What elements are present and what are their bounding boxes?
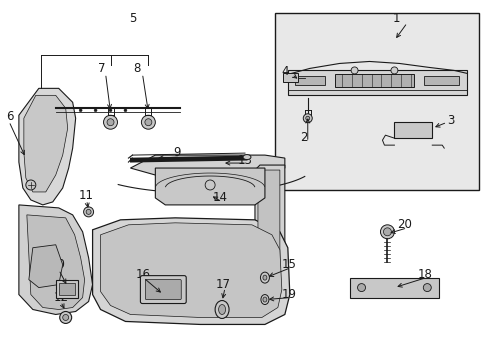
Bar xyxy=(59,283,75,294)
Polygon shape xyxy=(27,215,84,310)
Polygon shape xyxy=(101,223,281,318)
Polygon shape xyxy=(19,88,76,205)
Text: 13: 13 xyxy=(238,154,252,167)
Circle shape xyxy=(107,119,114,126)
Text: 9: 9 xyxy=(173,145,181,159)
Text: 17: 17 xyxy=(216,278,231,291)
Text: 15: 15 xyxy=(281,258,296,271)
Polygon shape xyxy=(19,205,92,315)
Circle shape xyxy=(350,67,357,74)
Text: 5: 5 xyxy=(129,12,137,25)
Ellipse shape xyxy=(260,272,269,283)
Text: 11: 11 xyxy=(79,189,93,202)
Polygon shape xyxy=(130,155,285,175)
Circle shape xyxy=(103,115,117,129)
Ellipse shape xyxy=(261,294,268,305)
Circle shape xyxy=(26,180,36,190)
Polygon shape xyxy=(155,168,264,205)
Circle shape xyxy=(141,115,155,129)
Circle shape xyxy=(83,207,93,217)
Circle shape xyxy=(94,109,97,112)
FancyBboxPatch shape xyxy=(145,280,181,300)
Circle shape xyxy=(79,109,82,112)
Bar xyxy=(349,278,438,298)
Ellipse shape xyxy=(218,305,225,315)
Text: 16: 16 xyxy=(135,268,150,281)
Polygon shape xyxy=(24,95,67,192)
Polygon shape xyxy=(254,165,285,300)
Text: 20: 20 xyxy=(397,218,411,231)
Ellipse shape xyxy=(263,275,266,280)
Bar xyxy=(56,280,78,298)
Text: 7: 7 xyxy=(98,62,105,75)
Polygon shape xyxy=(29,245,62,288)
Polygon shape xyxy=(287,71,466,95)
Text: 18: 18 xyxy=(416,268,431,281)
Text: 10: 10 xyxy=(51,258,65,271)
Circle shape xyxy=(423,284,430,292)
Text: 3: 3 xyxy=(447,114,454,127)
Bar xyxy=(394,122,431,138)
FancyBboxPatch shape xyxy=(140,276,186,303)
Text: 19: 19 xyxy=(281,288,296,301)
Circle shape xyxy=(205,180,215,190)
Circle shape xyxy=(62,315,68,320)
Text: 14: 14 xyxy=(213,192,228,204)
Text: 6: 6 xyxy=(6,110,13,123)
Circle shape xyxy=(303,114,312,123)
Circle shape xyxy=(380,225,394,239)
Text: 12: 12 xyxy=(54,291,69,304)
Circle shape xyxy=(383,228,390,236)
Circle shape xyxy=(60,311,72,323)
Text: 2: 2 xyxy=(299,131,306,144)
Circle shape xyxy=(124,109,127,112)
Circle shape xyxy=(144,119,152,126)
Text: 8: 8 xyxy=(133,62,141,75)
Polygon shape xyxy=(424,76,458,85)
Text: 4: 4 xyxy=(281,65,289,78)
Ellipse shape xyxy=(263,297,266,302)
Circle shape xyxy=(390,67,397,74)
Circle shape xyxy=(357,284,365,292)
Ellipse shape xyxy=(243,154,250,159)
Circle shape xyxy=(86,210,91,214)
Ellipse shape xyxy=(215,301,228,319)
Bar xyxy=(282,73,297,82)
Polygon shape xyxy=(294,76,324,85)
Polygon shape xyxy=(334,75,413,87)
Circle shape xyxy=(305,116,309,120)
Text: 1: 1 xyxy=(392,12,399,25)
Polygon shape xyxy=(258,170,279,296)
Polygon shape xyxy=(92,218,289,324)
Circle shape xyxy=(109,109,112,112)
Bar xyxy=(274,13,478,190)
